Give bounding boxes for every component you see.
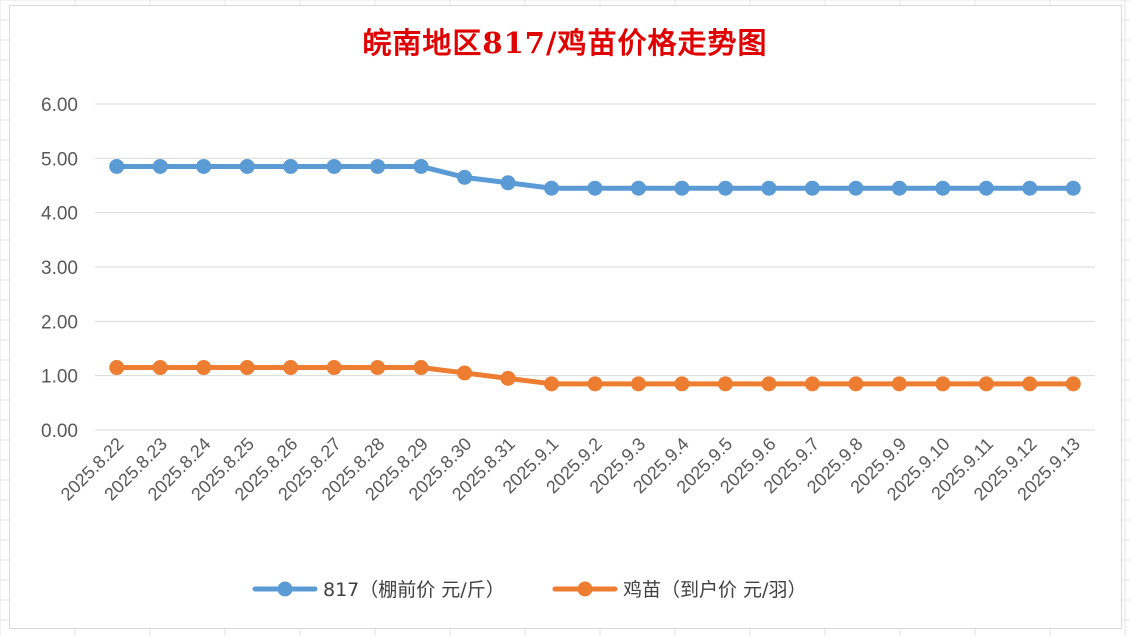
y-tick-label: 2.00 bbox=[41, 312, 78, 333]
data-point bbox=[326, 360, 342, 376]
data-point bbox=[804, 376, 820, 392]
y-tick-label: 1.00 bbox=[41, 367, 78, 388]
legend-label: 鸡苗（到户价 元/羽） bbox=[623, 579, 806, 601]
data-point bbox=[239, 360, 255, 376]
data-point bbox=[370, 158, 386, 174]
data-point bbox=[978, 376, 994, 392]
data-point bbox=[239, 158, 255, 174]
legend: 817（棚前价 元/斤） 鸡苗（到户价 元/羽） bbox=[252, 579, 806, 601]
data-point bbox=[152, 360, 168, 376]
x-axis-ticks: 2025.8.222025.8.232025.8.242025.8.252025… bbox=[57, 434, 1084, 505]
chart-title: 皖南地区817/鸡苗价格走势图 bbox=[362, 26, 768, 60]
data-point bbox=[500, 370, 516, 386]
data-point bbox=[1022, 180, 1038, 196]
data-point bbox=[457, 169, 473, 185]
legend-item: 817（棚前价 元/斤） bbox=[252, 579, 505, 601]
y-tick-label: 5.00 bbox=[41, 149, 78, 170]
data-point bbox=[109, 158, 125, 174]
data-point bbox=[848, 376, 864, 392]
data-point bbox=[587, 376, 603, 392]
data-point bbox=[370, 360, 386, 376]
y-tick-label: 0.00 bbox=[41, 421, 78, 442]
data-point bbox=[413, 360, 429, 376]
legend-marker bbox=[577, 581, 593, 597]
legend-label: 817（棚前价 元/斤） bbox=[323, 579, 505, 601]
data-point bbox=[761, 376, 777, 392]
data-point bbox=[196, 360, 212, 376]
gridlines bbox=[95, 103, 1095, 431]
data-point bbox=[413, 158, 429, 174]
data-point bbox=[326, 158, 342, 174]
data-point bbox=[674, 180, 690, 196]
y-tick-label: 4.00 bbox=[41, 204, 78, 225]
y-axis-ticks: 0.00 1.00 2.00 3.00 4.00 5.00 6.00 bbox=[41, 95, 78, 442]
data-point bbox=[196, 158, 212, 174]
data-point bbox=[630, 180, 646, 196]
data-point bbox=[848, 180, 864, 196]
data-point bbox=[761, 180, 777, 196]
data-point bbox=[1065, 376, 1081, 392]
data-point bbox=[717, 180, 733, 196]
data-point bbox=[717, 376, 733, 392]
data-point bbox=[544, 180, 560, 196]
data-point bbox=[630, 376, 646, 392]
data-point bbox=[1065, 180, 1081, 196]
data-point bbox=[587, 180, 603, 196]
data-point bbox=[935, 376, 951, 392]
data-point bbox=[891, 376, 907, 392]
data-point bbox=[1022, 376, 1038, 392]
series bbox=[109, 158, 1081, 392]
series-1 bbox=[109, 158, 1081, 196]
data-point bbox=[544, 376, 560, 392]
data-point bbox=[283, 158, 299, 174]
legend-marker bbox=[277, 581, 293, 597]
data-point bbox=[935, 180, 951, 196]
data-point bbox=[152, 158, 168, 174]
data-point bbox=[109, 360, 125, 376]
legend-item: 鸡苗（到户价 元/羽） bbox=[552, 579, 806, 601]
chart-area bbox=[9, 5, 1122, 629]
data-point bbox=[457, 365, 473, 381]
y-tick-label: 3.00 bbox=[41, 258, 78, 279]
data-point bbox=[674, 376, 690, 392]
data-point bbox=[804, 180, 820, 196]
y-tick-label: 6.00 bbox=[41, 95, 78, 116]
data-point bbox=[891, 180, 907, 196]
data-point bbox=[283, 360, 299, 376]
data-point bbox=[500, 175, 516, 191]
series-2 bbox=[109, 360, 1081, 392]
data-point bbox=[978, 180, 994, 196]
